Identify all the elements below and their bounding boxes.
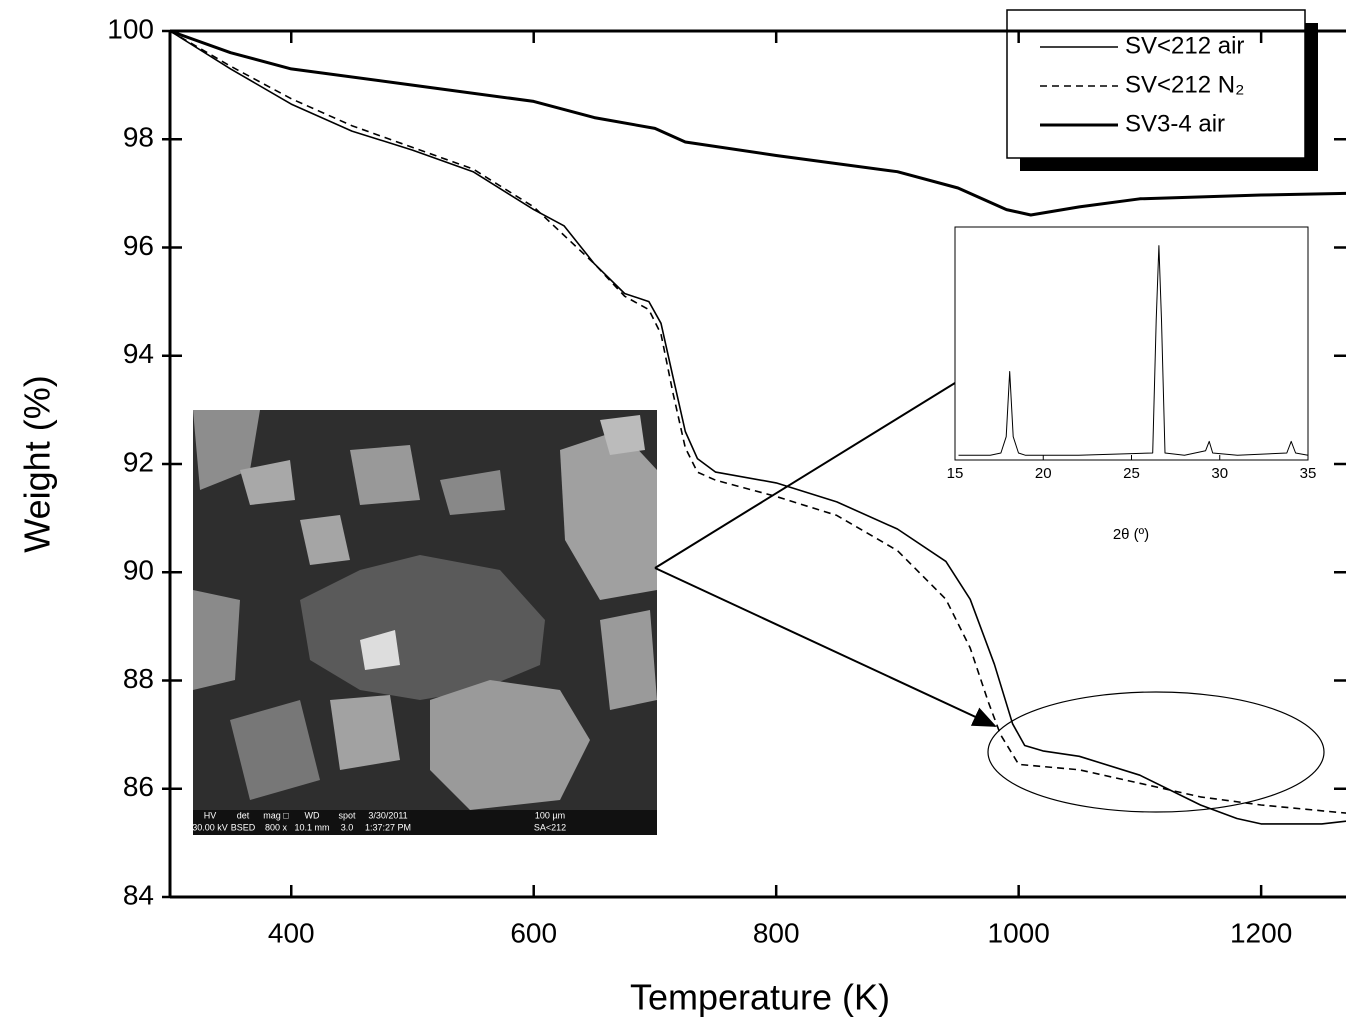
- y-tick-label: 96: [123, 230, 154, 261]
- y-tick-label: 92: [123, 446, 154, 477]
- x-tick-label: 35: [1300, 465, 1317, 482]
- series-line: [169, 30, 1346, 825]
- caption-value: 3.0: [341, 822, 354, 832]
- y-tick-label: 100: [107, 13, 154, 44]
- y-tick-label: 90: [123, 555, 154, 586]
- arrow: [654, 567, 997, 727]
- y-tick-label: 86: [123, 771, 154, 802]
- x-tick-label: 25: [1123, 465, 1140, 482]
- legend-label: SV3-4 air: [1125, 110, 1225, 137]
- x-tick-label: 20: [1035, 465, 1052, 482]
- x-axis-label: Temperature (K): [630, 977, 890, 1018]
- caption-header: spot: [338, 810, 356, 820]
- x-tick-label: 600: [510, 917, 557, 948]
- caption-value: 10.1 mm: [294, 822, 329, 832]
- y-tick-label: 84: [123, 879, 154, 910]
- x-tick-label: 15: [947, 465, 964, 482]
- inset-x-axis-label: 2θ (º): [1113, 526, 1149, 543]
- caption-value: SA<212: [534, 822, 566, 832]
- y-tick-label: 88: [123, 663, 154, 694]
- legend-label: SV<212 air: [1125, 32, 1244, 59]
- x-tick-label: 1200: [1230, 917, 1292, 948]
- caption-header: mag □: [263, 810, 289, 820]
- y-tick-label: 94: [123, 338, 154, 369]
- sem-image: [193, 410, 657, 835]
- caption-header: det: [237, 810, 250, 820]
- inset-frame: [954, 226, 1309, 461]
- caption-value: 1:37:27 PM: [365, 822, 411, 832]
- y-axis-label: Weight (%): [17, 375, 58, 552]
- caption-value: 800 x: [265, 822, 288, 832]
- series-line: [169, 29, 1346, 217]
- y-tick-label: 98: [123, 122, 154, 153]
- legend: [1006, 9, 1306, 159]
- caption-header: 3/30/2011: [368, 810, 407, 820]
- series-line: [169, 30, 1346, 814]
- x-tick-label: 30: [1211, 465, 1228, 482]
- legend-label: SV<212 N₂: [1125, 71, 1244, 98]
- caption-header: HV: [204, 810, 217, 820]
- image-caption: HV 30.00 kV det BSED mag □ 800 x WD 10.1 mm spot…: [192, 810, 566, 832]
- x-tick-label: 400: [268, 917, 315, 948]
- x-tick-label: 1000: [988, 917, 1050, 948]
- highlight-ellipse: [987, 691, 1325, 813]
- caption-value: 30.00 kV: [192, 822, 228, 832]
- caption-value: BSED: [231, 822, 256, 832]
- caption-header: WD: [305, 810, 320, 820]
- series-line: [958, 245, 1309, 456]
- x-tick-label: 800: [753, 917, 800, 948]
- caption-header: 100 µm: [535, 810, 565, 820]
